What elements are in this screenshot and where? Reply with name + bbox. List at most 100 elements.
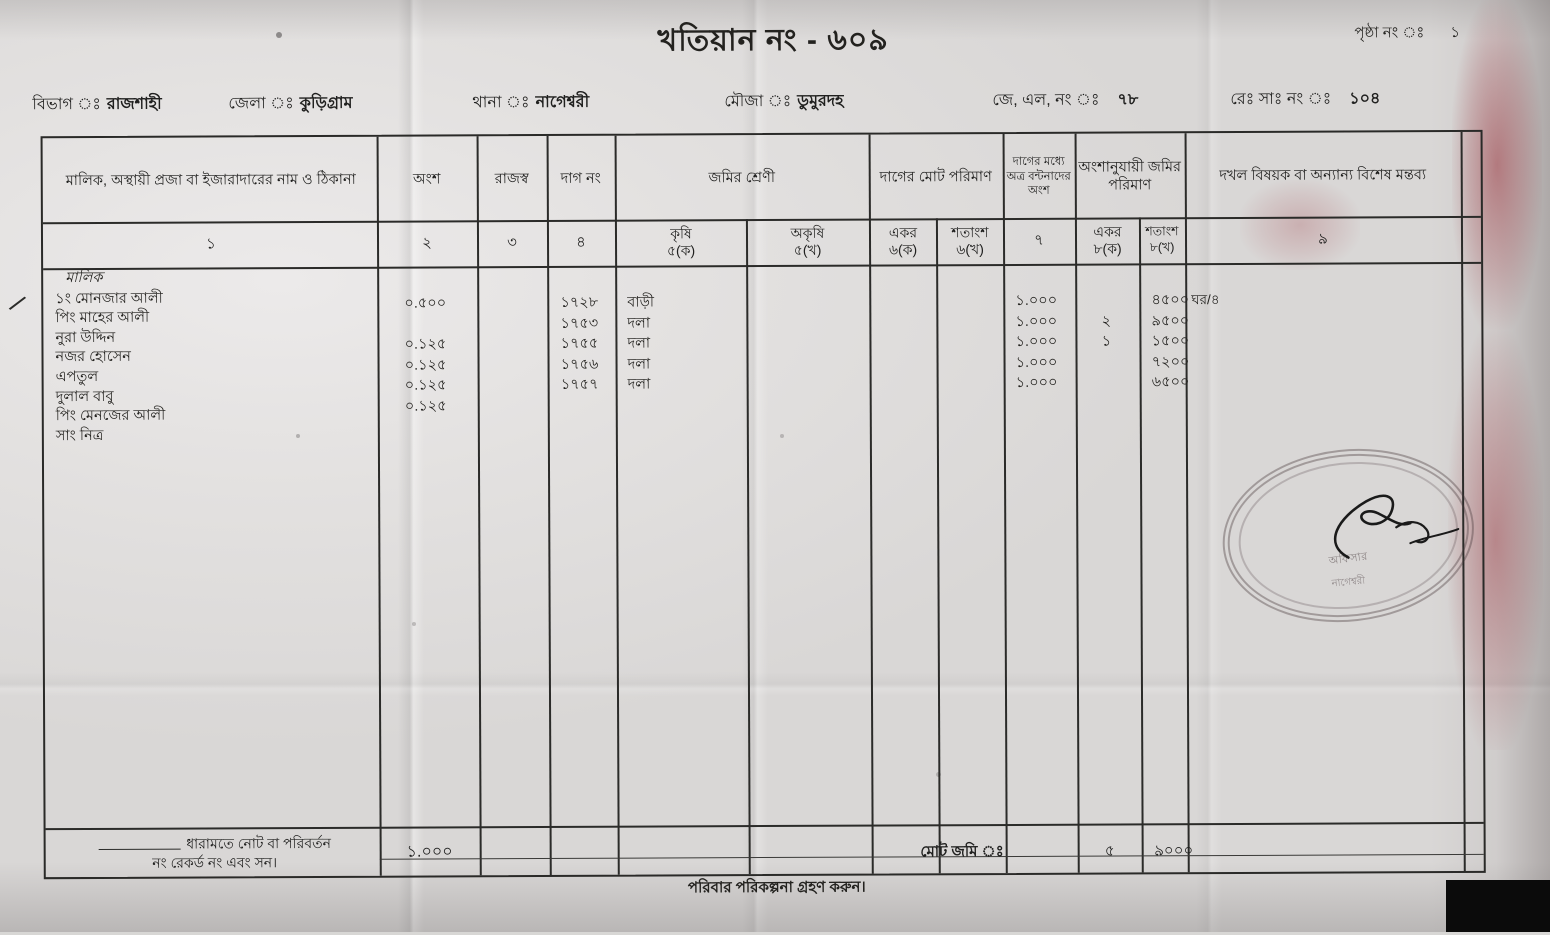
header-plot-total-pct: শতাংশ ৬(খ) (938, 220, 1002, 262)
meta-thana: থানা ঃ নাগেশ্বরী (472, 89, 589, 117)
paper-speck (780, 434, 784, 438)
owner-line: পিং মাহের আলী (55, 309, 150, 327)
paper-speck (276, 32, 282, 38)
colnum-share: ২ (422, 233, 432, 252)
colnum-plot-no: ৪ (576, 233, 586, 251)
meta-res-no-value: ১০৪ (1349, 90, 1381, 108)
cell-share-in-plot: ১.০০০ (1015, 292, 1058, 309)
cell-by-share-acre (1076, 352, 1138, 373)
meta-division: বিভাগ ঃ রাজশাহী (32, 91, 161, 119)
meta-jl-no-value: ৭৮ (1117, 91, 1139, 109)
owner-line: ১ং মোনজার আলী (55, 290, 163, 307)
meta-district-label: জেলা ঃ (228, 95, 294, 113)
owner-line: পিং মেনজের আলী (55, 407, 166, 425)
cell-land-class: বাড়ী (627, 294, 655, 311)
cell-land-class: দলা (627, 315, 651, 332)
family-planning-slogan: পরিবার পরিকল্পনা গ্রহণ করুন। (687, 878, 866, 897)
cell-share: ০.৫০০ (404, 295, 447, 312)
header-by-share-pct-label: শতাংশ (1145, 224, 1179, 239)
cell-by-share-pct: ৭২০০ (1151, 353, 1190, 370)
column-plot-no-values: ১৭২৮ ১৭৫৩ ১৭৫৫ ১৭৫৬ ১৭৫৭ (545, 293, 613, 396)
header-by-share-acre: একর ৮(ক) (1077, 219, 1138, 261)
owner-line: দুলাল বাবু (55, 388, 114, 405)
cell-land-class: দলা (627, 335, 651, 352)
cell-revenue (477, 314, 543, 335)
owner-line: নুরা উদ্দিন (55, 329, 116, 346)
header-land-class-nonagri-label: অকৃষি (790, 224, 825, 241)
header-by-share-pct-number: ৮(খ) (1149, 240, 1175, 255)
footer-note: ধারামতে নোট বা পরিবর্তন নং রেকর্ড নং এবং… (60, 834, 370, 873)
cell-share: ০.১২৫ (404, 397, 447, 415)
header-by-share-acre-label: একর (1093, 222, 1122, 240)
footer-divider (45, 821, 1484, 831)
header-plot-total: দাগের মোট পরিমাণ (879, 168, 992, 186)
page-number-label: পৃষ্ঠা নং ঃ (1354, 24, 1425, 42)
owner-names-block: মালিক ১ং মোনজার আলী পিং মাহের আলী নুরা উ… (55, 269, 165, 447)
meta-thana-value: নাগেশ্বরী (535, 93, 590, 112)
column-by-share-acre-values: ২ ১ (1075, 290, 1137, 393)
cell-by-share-acre (1076, 372, 1138, 393)
header-plot-total-acre-label: একর (888, 223, 918, 241)
footer-total-land-label: মোট জমি ঃ (920, 843, 1004, 861)
scanner-black-corner (1446, 880, 1550, 932)
colnum-owner: ১ (206, 234, 216, 252)
meta-thana-label: থানা ঃ (472, 94, 530, 112)
owner-line: নজর হোসেন (55, 349, 131, 366)
cell-revenue (478, 375, 544, 396)
paper-speck (296, 434, 300, 438)
cell-share: ০.১২৫ (404, 336, 447, 353)
meta-mouza: মৌজা ঃ ডুমুরদহ (724, 88, 843, 116)
meta-res-no-label: রেঃ সাঃ নং ঃ (1230, 90, 1332, 109)
footer-note-line1: ধারামতে নোট বা পরিবর্তন (186, 834, 332, 852)
cell-land-class: দলা (627, 356, 651, 373)
footer-note-line2: নং রেকর্ড নং এবং সন। (152, 854, 278, 871)
cell-remarks: ঘর/৪ (1191, 292, 1220, 308)
header-remarks: দখল বিষয়ক বা অন্যান্য বিশেষ মন্তব্য (1219, 167, 1427, 184)
header-land-class-agri-label: কৃষি (670, 224, 692, 241)
col-divider-plottotal-sub (935, 218, 941, 874)
owner-line: এপতুল (55, 368, 99, 386)
meta-district-value: কুড়িগ্রাম (299, 94, 353, 113)
cell-by-share-acre (1075, 290, 1137, 311)
header-land-class-agri: কৃষি ৫(ক) (617, 221, 745, 264)
cell-share-in-plot: ১.০০০ (1015, 354, 1058, 371)
cell-plot-no: ১৭৫৫ (560, 335, 599, 352)
cell-by-share-pct: ১৫০০ (1151, 333, 1190, 350)
footer-total-acre: ৫ (1104, 842, 1115, 860)
header-plot-total-pct-number: ৬(খ) (956, 241, 984, 258)
header-land-class: জমির শ্রেণী (708, 169, 776, 187)
footer-note-blank-line (98, 839, 181, 851)
meta-jl-no: জে, এল, নং ঃ ৭৮ (992, 86, 1138, 114)
paper-speck (936, 772, 941, 777)
header-plot-total-acre: একর ৬(ক) (871, 220, 935, 262)
cell-share: ০.১২৫ (404, 356, 447, 374)
header-land-class-agri-number: ৫(ক) (666, 242, 696, 259)
header-owner: মালিক, অস্থায়ী প্রজা বা ইজারাদারের নাম … (65, 171, 356, 190)
owner-heading: মালিক (65, 269, 103, 287)
khatian-table: মালিক, অস্থায়ী প্রজা বা ইজারাদারের নাম … (40, 129, 1486, 880)
cell-plot-no: ১৭৫৬ (560, 356, 599, 373)
meta-res-no: রেঃ সাঃ নং ঃ ১০৪ (1230, 85, 1380, 113)
meta-division-value: রাজশাহী (106, 95, 162, 113)
cell-land-class: দলা (627, 376, 651, 393)
cell-by-share-acre: ২ (1101, 313, 1112, 330)
meta-mouza-value: ডুমুরদহ (797, 92, 844, 110)
margin-pen-mark: / (5, 289, 30, 318)
header-land-class-nonagri-number: ৫(খ) (793, 241, 822, 258)
cell-by-share-acre: ১ (1101, 333, 1112, 350)
header-land-class-nonagri: অকৃষি ৫(খ) (748, 221, 867, 264)
cell-revenue (478, 355, 544, 376)
footer-total-pct: ৯০০০ (1154, 842, 1194, 860)
header-share: অংশ (413, 171, 441, 188)
cell-plot-no: ১৭২৮ (560, 294, 599, 311)
cell-plot-no: ১৭৫৩ (560, 315, 599, 332)
column-land-class-values: বাড়ী দলা দলা দলা দলা (617, 292, 751, 395)
header-plot-total-pct-label: শতাংশ (951, 223, 989, 240)
colnum-remarks: ৯ (1318, 230, 1328, 248)
cell-share-in-plot: ১.০০০ (1015, 374, 1058, 391)
page-number-field: পৃষ্ঠা নং ঃ ১ (1354, 21, 1460, 46)
header-revenue: রাজস্ব (494, 171, 529, 188)
header-by-share-acre-number: ৮(ক) (1093, 240, 1122, 257)
paper-speck (412, 622, 416, 626)
cell-revenue (477, 334, 543, 355)
